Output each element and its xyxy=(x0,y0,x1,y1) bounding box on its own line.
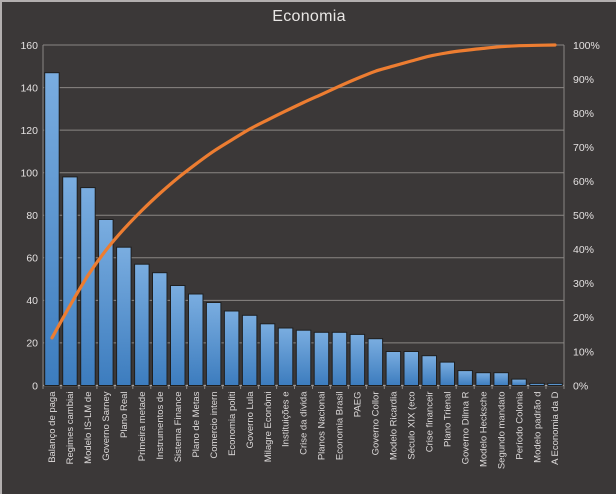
cumulative-line xyxy=(50,43,557,340)
bar xyxy=(385,351,402,386)
bar-series xyxy=(44,72,563,387)
category-label: Governo Sarney xyxy=(101,391,112,460)
category-label: Sistema Finance xyxy=(173,392,184,463)
left-axis-tick-label: 80 xyxy=(26,210,38,222)
category-label: Governo Lula xyxy=(245,391,256,449)
left-axis-tick-label: 120 xyxy=(20,125,38,137)
category-label: Primeira metade xyxy=(137,392,148,462)
bar xyxy=(475,372,491,387)
bar xyxy=(134,263,150,387)
left-axis-tick-label: 60 xyxy=(26,253,38,265)
bar xyxy=(188,293,204,386)
left-axis-tick-label: 100 xyxy=(20,168,38,180)
bar xyxy=(331,331,348,386)
left-axis-tick-label: 40 xyxy=(26,295,38,307)
category-label: Balanço de paga xyxy=(47,391,58,463)
category-label: Milagre Econômi xyxy=(263,392,274,463)
category-label: Instituições e xyxy=(281,392,292,447)
bar xyxy=(313,331,330,386)
category-label: Segundo mandato xyxy=(496,392,507,470)
right-axis-tick-label: 90% xyxy=(573,74,594,86)
category-label: PAEG xyxy=(353,392,364,418)
right-axis-tick-label: 10% xyxy=(573,346,594,358)
bar xyxy=(205,302,222,386)
right-axis-tick-label: 70% xyxy=(573,142,594,154)
bar xyxy=(116,246,132,386)
bar xyxy=(295,329,312,387)
category-label: Economia politi xyxy=(227,392,238,456)
category-label: Período Colonia xyxy=(514,391,525,460)
bar xyxy=(152,272,168,387)
bar xyxy=(223,310,240,386)
bar xyxy=(367,338,384,387)
x-axis-ticks xyxy=(42,385,565,389)
category-label: Governo Dilma R xyxy=(460,391,471,464)
right-axis-tick-label: 100% xyxy=(573,40,600,52)
bar xyxy=(529,382,545,386)
bar xyxy=(439,361,455,387)
category-label: Plano Trienal xyxy=(442,392,453,447)
left-axis-tick-label: 20 xyxy=(26,338,38,350)
bar xyxy=(98,219,114,386)
bar xyxy=(547,382,563,386)
category-label: Governo Collor xyxy=(371,392,382,456)
right-axis-tick-label: 80% xyxy=(573,108,594,120)
left-axis-tick-label: 140 xyxy=(20,82,38,94)
right-axis-tick-label: 40% xyxy=(573,244,594,256)
bar xyxy=(241,314,258,386)
category-label: Modelo Ricardia xyxy=(389,391,400,460)
category-label: Plano de Metas xyxy=(191,391,202,457)
bar xyxy=(421,355,437,387)
bar xyxy=(403,351,419,386)
left-axis-tick-label: 160 xyxy=(20,40,38,52)
category-label: Século XIX (eco xyxy=(407,392,418,460)
bar xyxy=(62,176,78,386)
category-label: Comercio intern xyxy=(209,392,220,459)
bar xyxy=(259,323,276,386)
chart-title: Economia xyxy=(272,8,346,25)
gridlines: 0 20 40 60 80 100 120 140 160 0% 10% 20% 30% 40% 50% 60… xyxy=(20,40,600,392)
category-label: A Economia da D xyxy=(550,391,561,465)
bar xyxy=(349,333,366,386)
right-axis-tick-label: 0% xyxy=(573,380,588,392)
right-axis-tick-label: 60% xyxy=(573,176,594,188)
category-label: Plano Real xyxy=(119,392,130,438)
bar xyxy=(44,72,60,386)
category-label: Modelo Hecksche xyxy=(478,392,489,468)
category-label: Planos Nacionai xyxy=(317,392,328,461)
bar xyxy=(511,378,527,387)
bar xyxy=(457,370,473,387)
category-label: Crise financeir xyxy=(425,392,436,453)
category-label: Crise da dívida xyxy=(299,391,310,455)
right-axis-tick-label: 30% xyxy=(573,278,594,290)
bar xyxy=(170,285,186,386)
category-label: Economia Brasil xyxy=(335,392,346,461)
left-axis-tick-label: 0 xyxy=(32,380,38,392)
category-label: Regimes cambiai xyxy=(65,392,76,465)
category-label: Modelo padrão d xyxy=(532,392,543,463)
right-axis-tick-label: 50% xyxy=(573,210,594,222)
category-label: Instrumentos de xyxy=(155,392,166,460)
category-labels: Balanço de paga Regimes cambiai Modelo IS-… xyxy=(47,391,561,469)
bar xyxy=(277,327,294,386)
bar xyxy=(493,372,509,387)
category-label: Modelo IS-LM de xyxy=(83,392,94,464)
right-axis-tick-label: 20% xyxy=(573,312,594,324)
